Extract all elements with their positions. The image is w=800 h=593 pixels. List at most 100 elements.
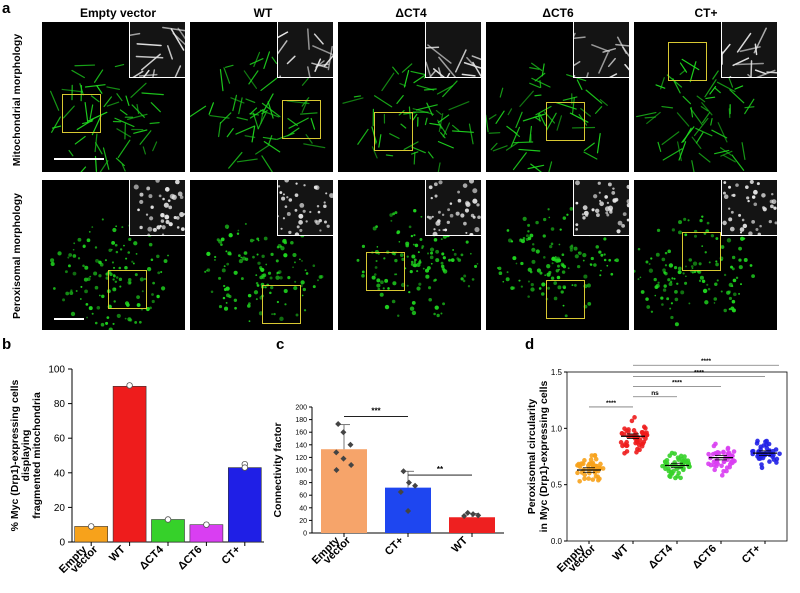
peroxisome — [67, 256, 70, 259]
mitochondrion — [555, 101, 577, 110]
peroxisome — [119, 248, 123, 251]
peroxisome — [394, 258, 398, 263]
data-point — [597, 465, 603, 471]
peroxisome — [105, 321, 109, 325]
mitochondrion — [243, 70, 258, 89]
peroxisome — [684, 281, 688, 285]
mitochondrion — [301, 97, 310, 107]
peroxisome — [118, 266, 122, 270]
peroxisome — [77, 257, 81, 260]
peroxisome — [277, 244, 282, 248]
peroxisome — [410, 234, 414, 238]
mitochondrion — [248, 70, 259, 85]
peroxisome — [94, 246, 98, 249]
inset-structure — [152, 227, 157, 232]
mitochondrion — [117, 139, 131, 159]
peroxisome — [150, 258, 154, 262]
peroxisome — [728, 282, 733, 287]
x-tick-label: CT+ — [740, 543, 763, 566]
inset-structure — [326, 224, 330, 228]
mitochondrion — [261, 155, 273, 172]
inset-structure — [741, 218, 745, 222]
peroxisome — [691, 267, 694, 270]
inset-structure — [762, 206, 766, 210]
peroxisome — [664, 264, 668, 267]
inset-structure — [751, 220, 756, 224]
mitochondrion — [228, 151, 243, 169]
inset-structure — [319, 229, 322, 232]
mitochondrion — [541, 63, 545, 77]
mitochondrion — [583, 151, 598, 160]
peroxisome — [578, 251, 582, 256]
peroxisome — [222, 296, 226, 300]
y-tick-label: 160 — [295, 430, 307, 437]
mitochondrion — [396, 95, 404, 104]
mitochondrion — [655, 84, 666, 89]
mitochondrion — [661, 131, 680, 145]
mitochondrion — [378, 134, 382, 148]
inset-structure — [299, 228, 303, 233]
inset-structure — [167, 199, 171, 203]
mitochondrion — [400, 123, 407, 129]
peroxisome — [287, 276, 291, 280]
peroxisome — [670, 315, 674, 320]
mitochondrion — [371, 146, 378, 159]
inset-structure — [756, 69, 776, 77]
peroxisome — [429, 247, 435, 252]
zoom-region-box — [282, 100, 321, 139]
inset-structure — [585, 213, 589, 217]
data-point — [333, 467, 340, 473]
mitochondrion — [142, 146, 147, 155]
peroxisome — [405, 243, 409, 248]
inset-structure — [438, 229, 441, 232]
peroxisome — [600, 269, 602, 272]
peroxisome — [100, 322, 105, 327]
data-point — [397, 489, 404, 496]
peroxisome — [293, 285, 298, 291]
inset-structure — [160, 219, 165, 223]
inset-structure — [460, 213, 465, 218]
mitochondrion — [219, 112, 232, 124]
peroxisome — [413, 234, 416, 237]
peroxisome — [429, 255, 434, 260]
inset-structure — [282, 217, 286, 220]
inset-structure — [442, 228, 445, 232]
inset-structure — [606, 213, 610, 217]
inset-structure — [137, 208, 140, 212]
mitochondrion — [62, 105, 75, 119]
mitochondrion — [714, 149, 730, 155]
peroxisome — [506, 271, 509, 274]
mitochondrion — [276, 132, 295, 140]
peroxisome — [257, 261, 261, 265]
peroxisome — [555, 269, 559, 273]
mitochondrion — [710, 117, 713, 126]
inset-structure — [739, 227, 745, 232]
data-point — [126, 382, 133, 389]
peroxisome — [670, 302, 673, 305]
mitochondrion — [51, 116, 61, 133]
peroxisome — [546, 264, 551, 269]
peroxisome — [456, 257, 459, 260]
mitochondrion — [548, 161, 553, 172]
mitochondrion — [534, 94, 542, 97]
peroxisome — [156, 294, 160, 299]
peroxisome — [305, 272, 309, 275]
peroxisome — [433, 312, 436, 316]
peroxisome — [520, 285, 523, 288]
zoom-region-box — [366, 252, 405, 291]
peroxisome — [502, 280, 505, 283]
peroxisome — [252, 255, 255, 259]
peroxisome — [413, 260, 417, 264]
mitochondrion — [701, 102, 713, 116]
peroxisome — [132, 262, 135, 265]
panel-letter-d: d — [525, 336, 535, 353]
mitochondrion — [121, 164, 126, 172]
inset-structure — [756, 182, 760, 186]
peroxisome — [104, 259, 107, 262]
y-tick-label: 80 — [54, 399, 66, 410]
peroxisome — [253, 290, 259, 295]
peroxisome — [118, 277, 123, 282]
mitochondrion — [437, 119, 442, 129]
inset-structure — [611, 191, 616, 195]
inset-structure — [162, 26, 185, 32]
